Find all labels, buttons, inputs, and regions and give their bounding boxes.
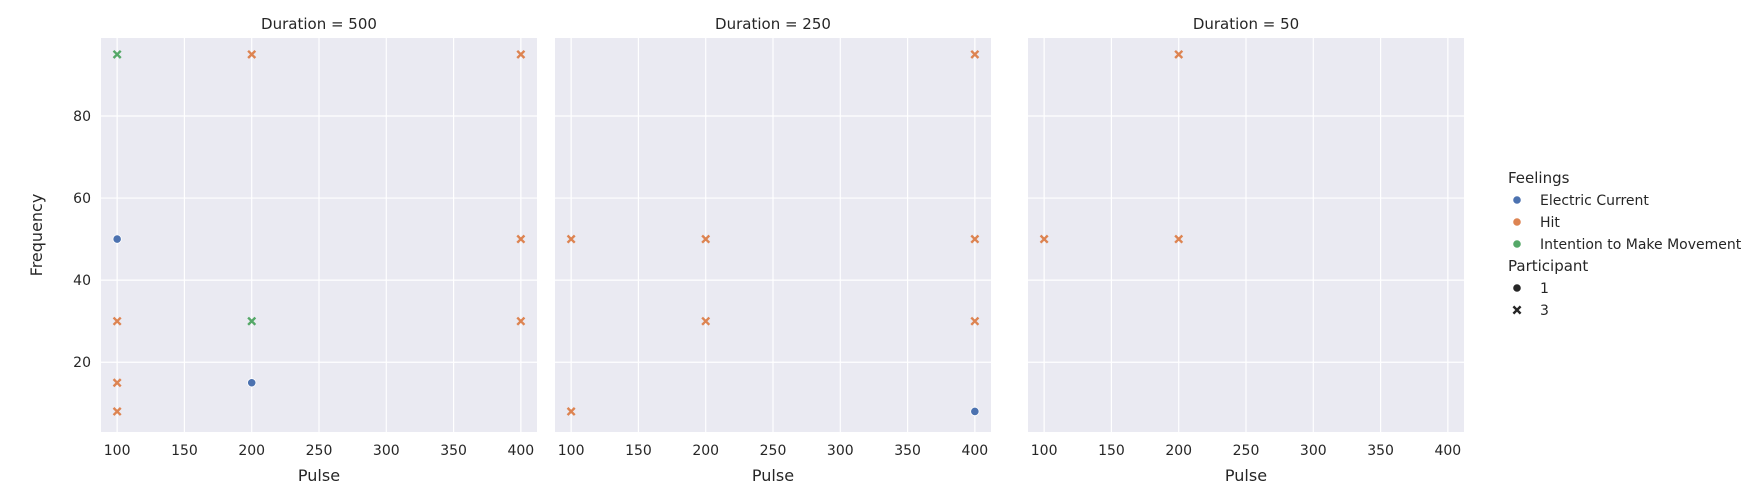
- data-point: [516, 49, 526, 59]
- facet-title: Duration = 50: [1193, 15, 1299, 33]
- facet-panel-2: [555, 38, 991, 432]
- data-point: [247, 49, 257, 59]
- legend: [1512, 195, 1522, 315]
- legend-marker: [1512, 195, 1522, 205]
- data-point: [516, 316, 526, 326]
- data-point: [247, 316, 257, 326]
- data-point: [701, 316, 711, 326]
- x-tick-label: 300: [373, 443, 400, 459]
- x-tick-label: 400: [507, 443, 534, 459]
- x-tick-label: 250: [306, 443, 333, 459]
- data-point: [247, 378, 257, 388]
- legend-label: 3: [1540, 303, 1549, 319]
- data-point: [112, 49, 122, 59]
- legend-label: 1: [1540, 281, 1549, 297]
- facet-title: Duration = 500: [261, 15, 377, 33]
- data-point: [566, 234, 576, 244]
- x-tick-label: 100: [558, 443, 585, 459]
- data-point: [970, 316, 980, 326]
- x-tick-label: 100: [104, 443, 131, 459]
- data-point: [970, 234, 980, 244]
- x-axis-label: Pulse: [752, 466, 794, 485]
- legend-label: Intention to Make Movement: [1540, 237, 1742, 253]
- x-tick-label: 150: [1098, 443, 1125, 459]
- data-point: [1174, 49, 1184, 59]
- legend-label: Hit: [1540, 215, 1560, 231]
- data-point: [701, 234, 711, 244]
- y-tick-label: 80: [73, 109, 91, 125]
- data-point: [112, 316, 122, 326]
- x-tick-label: 100: [1031, 443, 1058, 459]
- x-tick-label: 400: [1434, 443, 1461, 459]
- legend-title-feelings: Feelings: [1508, 169, 1570, 187]
- data-point: [566, 407, 576, 416]
- data-point: [516, 234, 526, 244]
- x-tick-label: 250: [1233, 443, 1260, 459]
- x-tick-label: 150: [171, 443, 198, 459]
- x-tick-label: 300: [827, 443, 854, 459]
- x-tick-label: 350: [1367, 443, 1394, 459]
- x-tick-label: 150: [625, 443, 652, 459]
- x-axis-label: Pulse: [298, 466, 340, 485]
- legend-label: Electric Current: [1540, 193, 1649, 209]
- data-point: [1174, 234, 1184, 244]
- x-axis-label: Pulse: [1225, 466, 1267, 485]
- data-point: [1039, 234, 1049, 244]
- x-tick-label: 200: [692, 443, 719, 459]
- x-tick-label: 300: [1300, 443, 1327, 459]
- x-tick-label: 200: [238, 443, 265, 459]
- legend-marker: [1512, 239, 1522, 249]
- x-tick-label: 200: [1165, 443, 1192, 459]
- y-tick-label: 20: [73, 355, 91, 371]
- legend-marker: [1512, 217, 1522, 227]
- facet-panel-1: [101, 38, 537, 432]
- x-tick-label: 400: [961, 443, 988, 459]
- data-point: [112, 378, 122, 388]
- data-point: [970, 49, 980, 59]
- y-tick-label: 40: [73, 273, 91, 289]
- data-point: [112, 234, 122, 244]
- x-tick-label: 350: [440, 443, 467, 459]
- legend-title-participant: Participant: [1508, 257, 1588, 275]
- x-tick-label: 350: [894, 443, 921, 459]
- data-point: [970, 406, 980, 417]
- legend-marker: [1512, 283, 1522, 293]
- x-tick-label: 250: [760, 443, 787, 459]
- legend-marker: [1512, 305, 1522, 315]
- y-axis-label: Frequency: [27, 194, 46, 277]
- facet-panel-3: [1028, 38, 1464, 432]
- y-tick-label: 60: [73, 191, 91, 207]
- facet-title: Duration = 250: [715, 15, 831, 33]
- data-point: [112, 407, 122, 416]
